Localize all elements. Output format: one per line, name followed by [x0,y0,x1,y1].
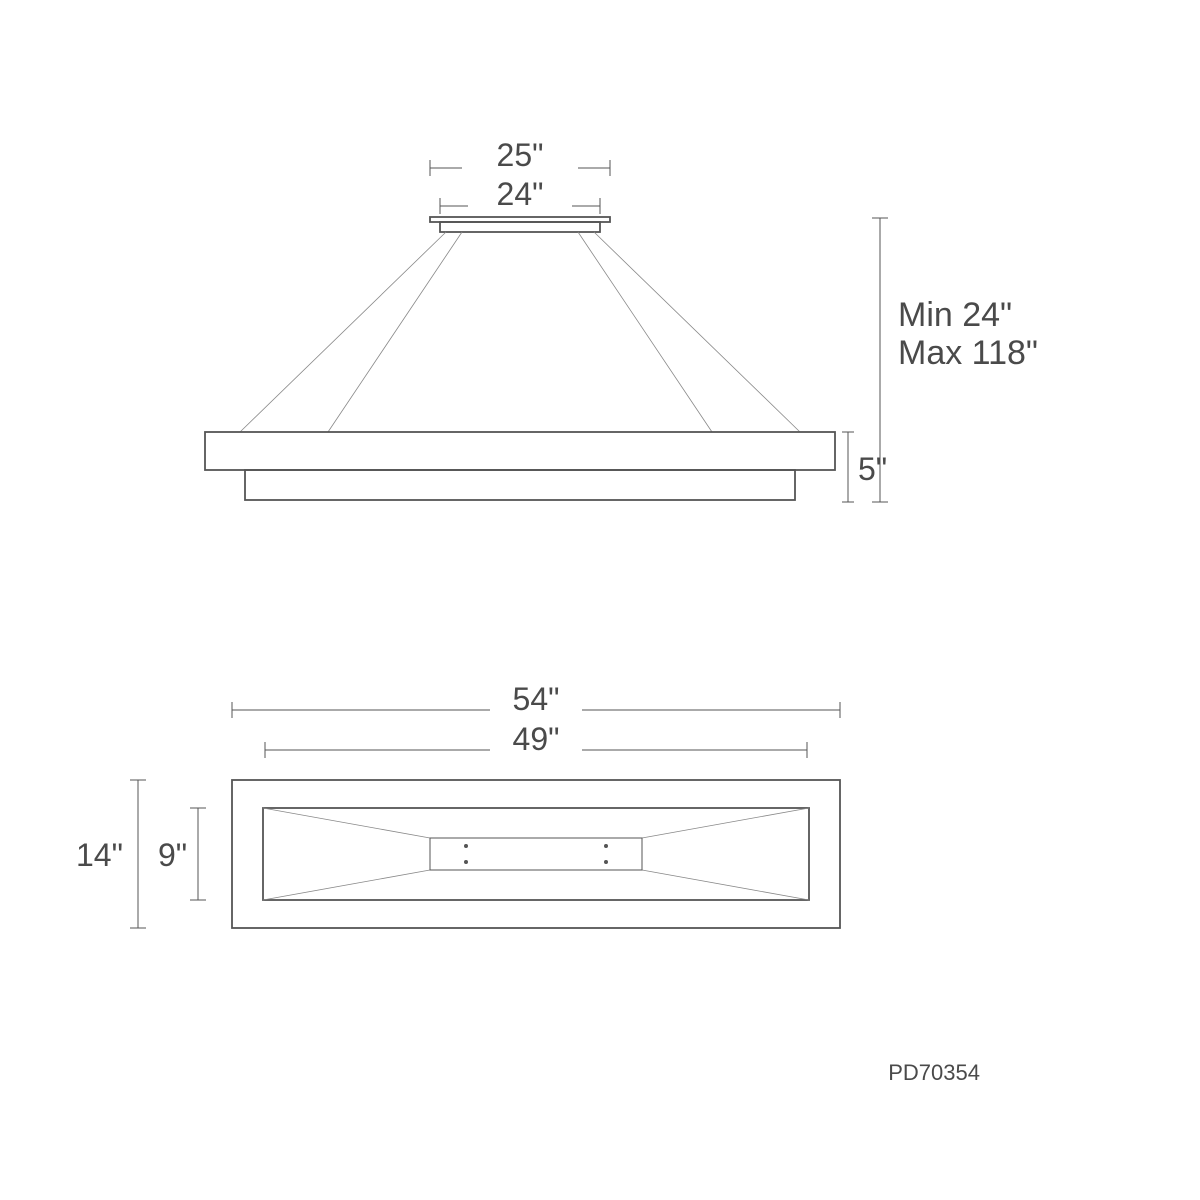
label-canopy-25: 25" [497,137,544,173]
label-min-height: Min 24" [898,296,1012,334]
label-width-9: 9" [158,837,187,873]
product-id: PD70354 [888,1060,980,1085]
label-length-49: 49" [513,721,560,757]
dim-overall-height: Min 24" Max 118" [872,218,1038,502]
label-body-height: 5" [858,451,887,487]
dim-width-14: 14" [76,780,146,928]
dim-canopy-24: 24" [440,176,600,214]
dim-canopy-25: 25" [430,137,610,176]
dim-length-54: 54" [232,681,840,718]
dim-width-9: 9" [158,808,206,900]
canopy [430,217,610,232]
plan-inner-rect [263,808,809,900]
plan-diagonals [263,808,809,900]
label-width-14: 14" [76,837,123,873]
label-max-height: Max 118" [898,334,1038,372]
dim-length-49: 49" [265,721,807,758]
dimension-drawing: 25" 24" Min 24" Max 118" 5" [0,0,1200,1200]
suspension-wires [240,232,800,432]
fixture-body-side [205,432,835,500]
plan-center-panel [430,838,642,870]
label-canopy-24: 24" [497,176,544,212]
plan-outer-rect [232,780,840,928]
label-length-54: 54" [513,681,560,717]
